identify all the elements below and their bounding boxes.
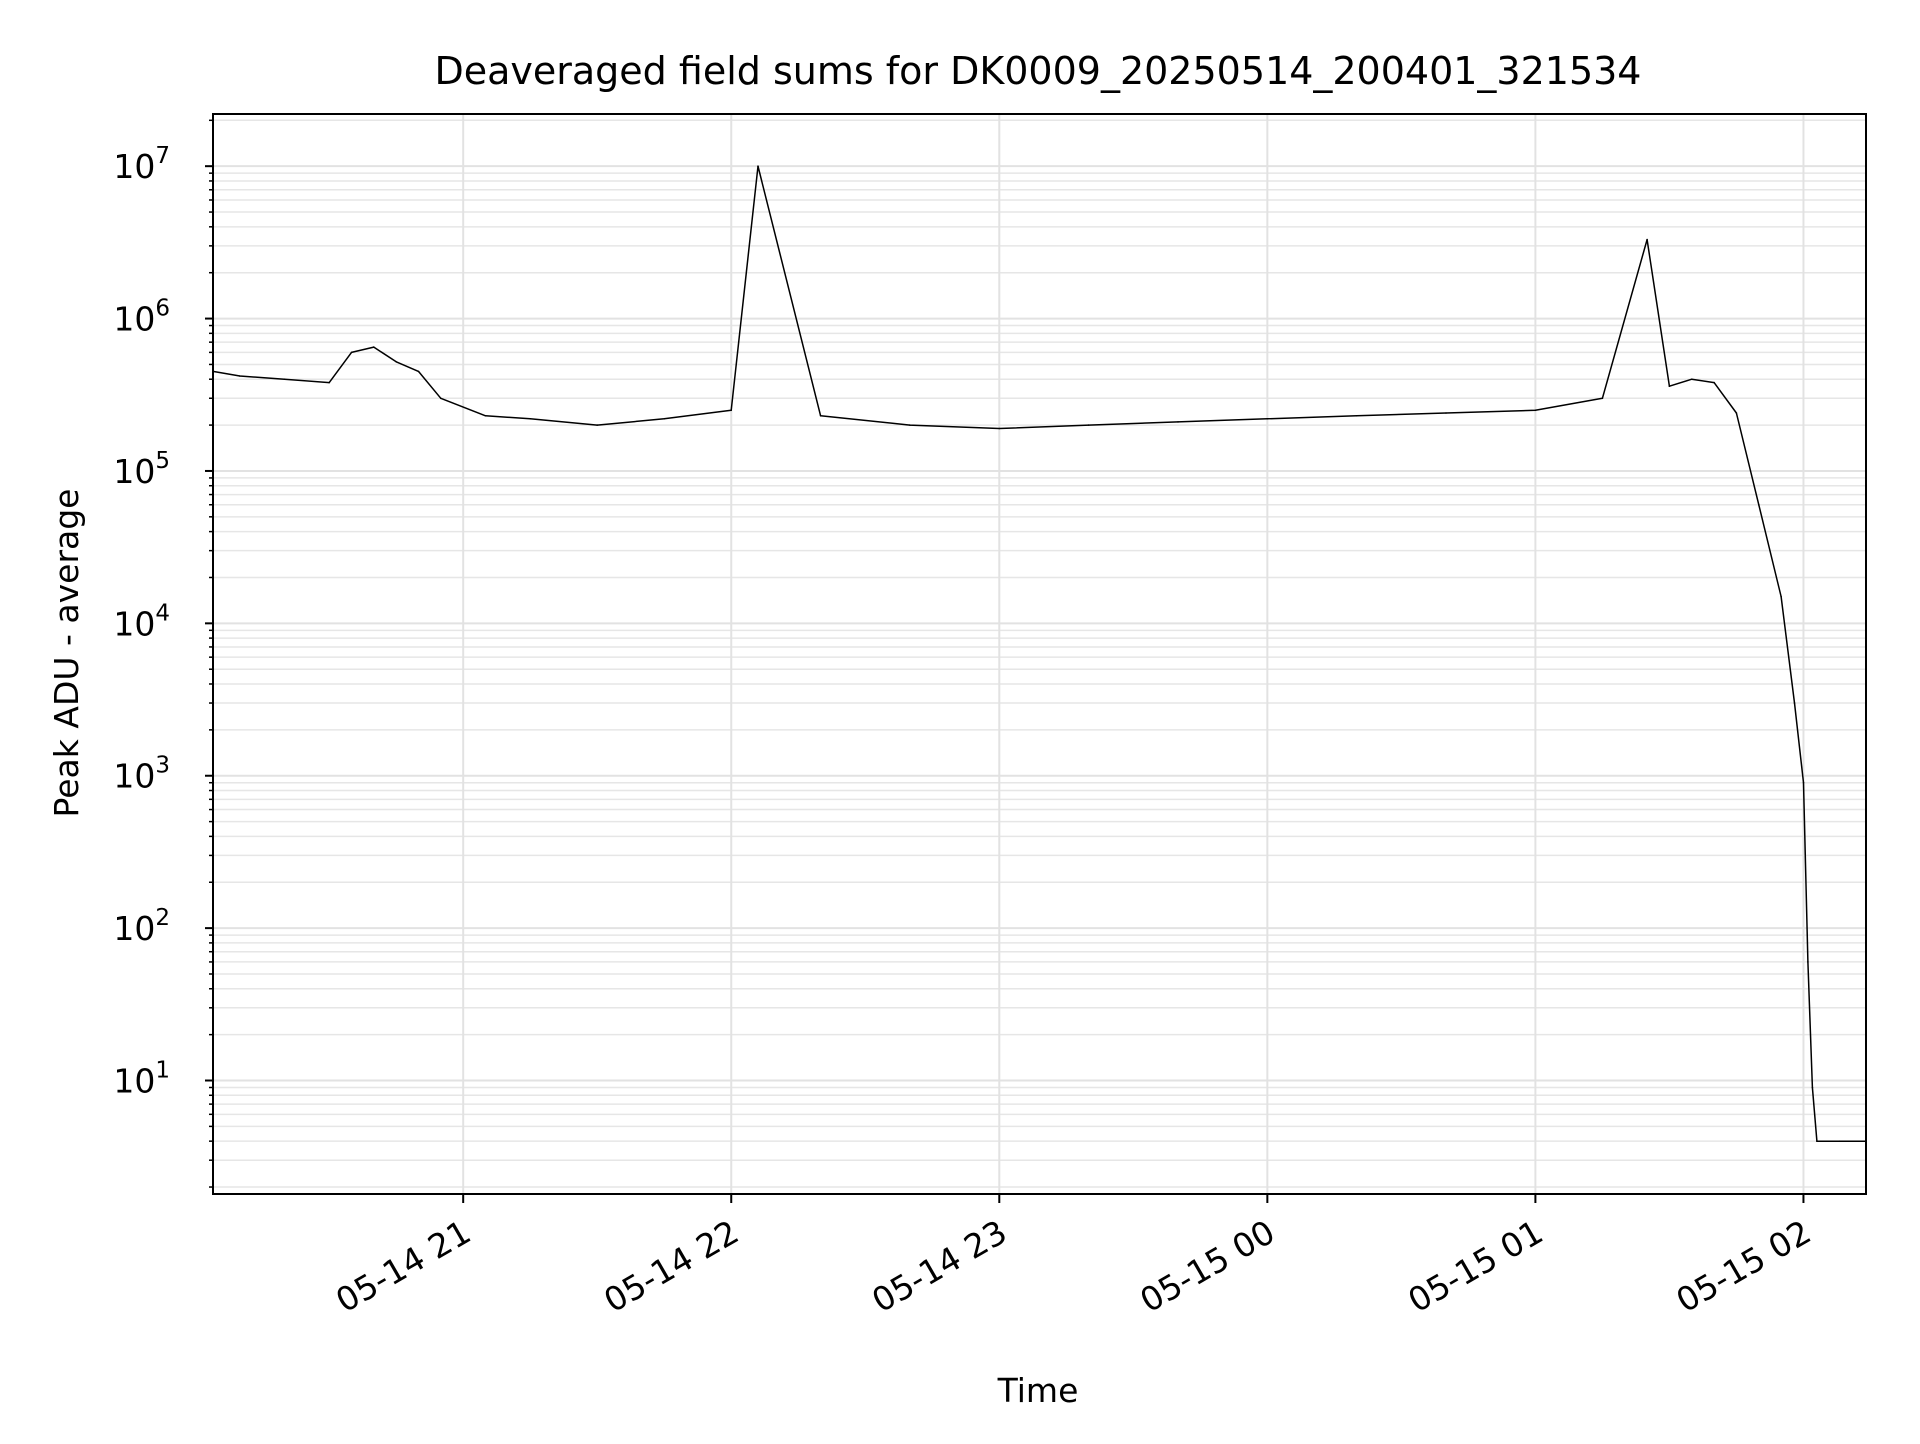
chart-title: Deaveraged field sums for DK0009_2025051… <box>434 49 1641 93</box>
data-point <box>1355 415 1358 417</box>
data-point <box>529 418 531 420</box>
y-tick-label-base: 10 <box>113 757 155 796</box>
y-tick-label-exponent: 4 <box>155 600 170 626</box>
data-point <box>1713 381 1715 384</box>
y-tick-label-exponent: 6 <box>155 296 170 322</box>
y-tick-label: 102 <box>113 905 170 948</box>
minor-gridlines <box>213 119 1866 1188</box>
y-tick-label: 103 <box>113 753 170 796</box>
y-tick-label-base: 10 <box>113 1062 155 1101</box>
plot-area-frame <box>212 113 1867 1195</box>
data-point <box>1807 961 1809 963</box>
y-axis-label: Peak ADU - average <box>47 489 86 818</box>
data-point <box>440 397 442 400</box>
y-tick-label: 105 <box>113 448 170 491</box>
data-point <box>1802 781 1805 784</box>
data-point <box>730 409 732 412</box>
data-point <box>1601 397 1604 400</box>
data-point <box>395 361 398 363</box>
data-point <box>1838 1140 1840 1142</box>
y-tick-label: 107 <box>113 143 170 186</box>
data-point <box>350 351 353 354</box>
y-tick-label-base: 10 <box>113 909 155 948</box>
data-point <box>1758 504 1760 506</box>
data-point <box>1793 702 1796 704</box>
y-tick-label-exponent: 3 <box>155 753 170 779</box>
data-point <box>1691 378 1693 381</box>
data-point <box>1266 418 1269 420</box>
y-tick-label-base: 10 <box>113 300 155 339</box>
data-point <box>909 424 911 426</box>
y-tick-label-base: 10 <box>113 604 155 643</box>
data-point <box>1177 421 1179 423</box>
data-point <box>1087 424 1090 426</box>
y-tick-label: 104 <box>113 600 170 643</box>
data-point <box>663 418 665 420</box>
y-tick-label-base: 10 <box>113 452 155 491</box>
data-point <box>283 378 286 381</box>
series-layer <box>212 165 1867 1142</box>
data-point <box>1646 238 1648 241</box>
data-point <box>1811 1086 1814 1089</box>
data-point <box>596 424 598 426</box>
y-tick-label: 101 <box>113 1058 170 1101</box>
data-point <box>417 370 420 373</box>
data-point <box>484 415 487 417</box>
data-point <box>1534 409 1537 412</box>
y-tick-label-exponent: 5 <box>155 448 170 474</box>
data-point <box>239 375 241 377</box>
data-point <box>998 427 1001 430</box>
major-gridlines <box>213 114 1866 1194</box>
data-point <box>1735 412 1738 414</box>
y-tick-label-exponent: 1 <box>155 1058 170 1084</box>
y-tick-label-exponent: 7 <box>155 143 170 169</box>
data-point <box>1445 412 1447 414</box>
data-point <box>328 381 331 384</box>
data-point <box>373 346 375 348</box>
data-point <box>1668 385 1671 388</box>
y-tick-label-base: 10 <box>113 147 155 186</box>
data-point <box>757 165 759 167</box>
y-tick-label: 106 <box>113 296 170 339</box>
data-point <box>819 415 822 417</box>
data-point <box>1780 595 1782 598</box>
data-point <box>1816 1140 1818 1142</box>
y-tick-label-exponent: 2 <box>155 905 170 931</box>
x-axis-label: Time <box>997 1371 1079 1410</box>
